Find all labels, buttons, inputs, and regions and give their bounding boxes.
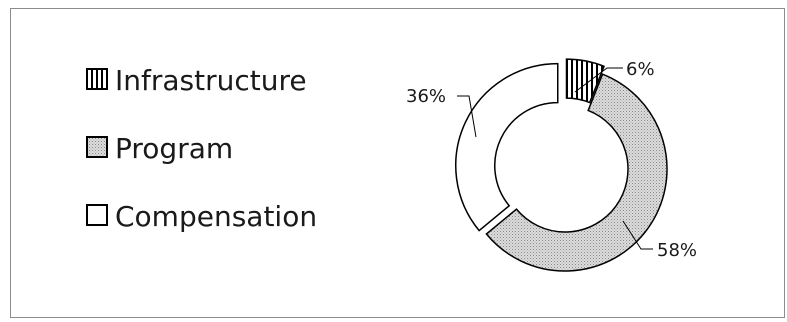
leader-line-compensation [457, 95, 477, 138]
legend-item-program: Program [86, 132, 233, 165]
slice-program [485, 73, 668, 272]
leader-line-infrastructure [574, 67, 623, 93]
data-label-infrastructure: 6% [626, 59, 655, 80]
chart-frame: Infrastructure Program Compensation 6% 3… [10, 8, 785, 318]
slice-compensation [455, 62, 559, 232]
legend-item-compensation: Compensation [86, 200, 317, 233]
data-label-compensation: 36% [406, 86, 446, 107]
legend-swatch-compensation [86, 204, 108, 226]
legend-label-program: Program [115, 132, 233, 165]
leader-line-program [622, 220, 653, 250]
donut-chart: Infrastructure Program Compensation 6% 3… [86, 58, 697, 272]
data-labels: 6% 36% 58% [406, 59, 697, 261]
legend-label-compensation: Compensation [115, 200, 317, 233]
legend-label-infrastructure: Infrastructure [115, 64, 307, 97]
data-label-program: 58% [657, 240, 697, 261]
legend-item-infrastructure: Infrastructure [86, 64, 307, 97]
donut-slices [455, 58, 668, 272]
legend-swatch-infrastructure [86, 68, 108, 90]
legend-swatch-program [86, 136, 108, 158]
legend: Infrastructure Program Compensation [86, 64, 317, 233]
